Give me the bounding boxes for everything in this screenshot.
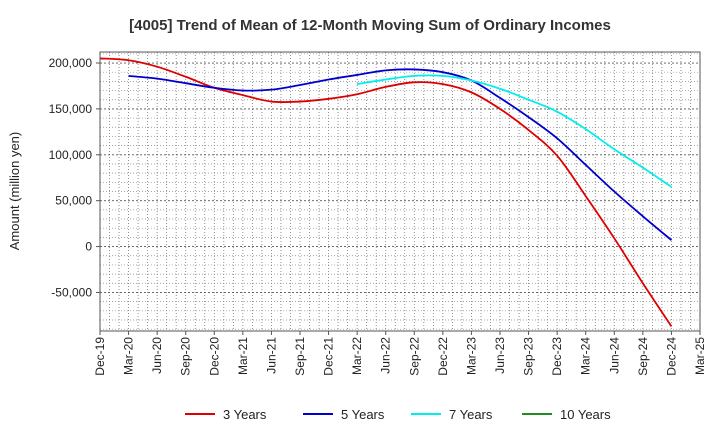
x-tick-label: Jun-21 <box>264 337 278 374</box>
x-tick-label: Jun-22 <box>379 337 393 374</box>
x-tick-label: Mar-22 <box>350 337 364 375</box>
x-tick-label: Jun-20 <box>150 337 164 374</box>
x-axis-ticks: Dec-19 Mar-20 Jun-20 Sep-20 Dec-20 Mar-21 Jun-… <box>93 331 707 376</box>
x-tick-label: Dec-20 <box>207 337 221 376</box>
y-axis-label: Amount (million yen) <box>7 132 22 251</box>
legend-label-7-years: 7 Years <box>449 407 493 422</box>
x-tick-label: Jun-23 <box>493 337 507 374</box>
chart-title: [4005] Trend of Mean of 12-Month Moving … <box>129 17 611 34</box>
y-tick-label: 100,000 <box>49 148 93 162</box>
y-axis-ticks: 200,000 150,000 100,000 50,000 0 -50,000 <box>49 56 100 299</box>
y-tick-label: -50,000 <box>51 285 92 299</box>
x-tick-label: Sep-24 <box>636 337 650 376</box>
x-tick-label: Dec-24 <box>664 337 678 376</box>
x-tick-label: Sep-23 <box>522 337 536 376</box>
x-tick-label: Dec-23 <box>550 337 564 376</box>
series-line-5-years <box>128 68 673 241</box>
y-tick-label: 200,000 <box>49 56 93 70</box>
x-tick-label: Mar-23 <box>464 337 478 375</box>
series-lines <box>99 57 673 327</box>
x-tick-label: Dec-19 <box>93 337 107 376</box>
series-line-3-years <box>99 57 673 327</box>
x-tick-label: Mar-24 <box>579 337 593 375</box>
x-tick-label: Dec-22 <box>436 337 450 376</box>
x-tick-label: Sep-20 <box>179 337 193 376</box>
plot-frame <box>99 51 701 332</box>
x-tick-label: Jun-24 <box>607 337 621 374</box>
grid <box>100 52 700 331</box>
x-tick-label: Sep-22 <box>407 337 421 376</box>
y-tick-label: 150,000 <box>49 102 93 116</box>
legend: 3 Years 5 Years 7 Years 10 Years <box>185 407 611 422</box>
x-tick-label: Sep-21 <box>293 337 307 376</box>
legend-label-10-years: 10 Years <box>560 407 611 422</box>
series-line-7-years <box>356 74 672 188</box>
legend-label-3-years: 3 Years <box>223 407 267 422</box>
y-tick-label: 50,000 <box>55 194 92 208</box>
x-tick-label: Mar-25 <box>693 337 707 375</box>
x-tick-label: Mar-21 <box>236 337 250 375</box>
legend-label-5-years: 5 Years <box>341 407 385 422</box>
x-tick-label: Dec-21 <box>322 337 336 376</box>
y-tick-label: 0 <box>85 240 92 254</box>
x-tick-label: Mar-20 <box>122 337 136 375</box>
